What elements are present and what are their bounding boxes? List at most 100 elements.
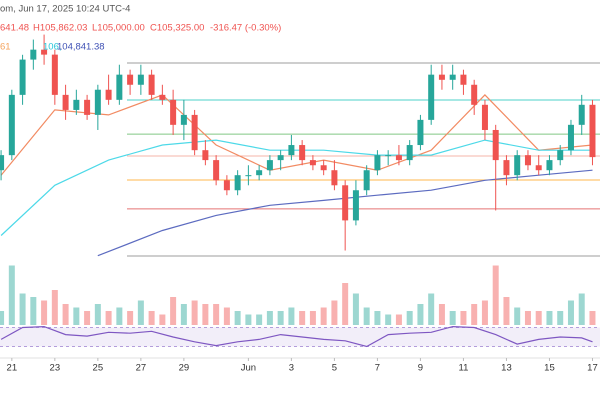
candle-body (460, 74, 467, 85)
candle-body (170, 99, 177, 125)
x-tick-label: 27 (136, 363, 147, 374)
candle-body (41, 49, 48, 55)
candle-body (180, 114, 187, 125)
candle-body (213, 160, 220, 181)
volume-bar (471, 304, 478, 325)
x-tick-label: 15 (544, 363, 555, 374)
candle-body (73, 99, 80, 110)
candle-body (277, 155, 284, 161)
volume-bar (395, 314, 402, 325)
volume-bar (8, 265, 15, 325)
volume-bar (266, 311, 273, 325)
volume-bar (159, 314, 166, 325)
candle-body (148, 74, 155, 95)
x-tick-label: 21 (7, 363, 18, 374)
candle-body (503, 160, 510, 176)
candle-body (524, 155, 531, 166)
candle-body (8, 94, 15, 156)
volume-bar (0, 311, 5, 325)
volume-bar (567, 300, 574, 325)
volume-bar (288, 307, 295, 325)
candle-body (51, 54, 58, 95)
volume-bar (127, 311, 134, 325)
indicator-label: 61 (0, 42, 11, 53)
candle-body (30, 49, 37, 60)
candle-body (352, 190, 359, 221)
candle-body (245, 175, 252, 177)
indicator-label: 106, (43, 42, 62, 53)
candle-body (589, 104, 596, 158)
volume-bar (385, 314, 392, 325)
candle-body (471, 84, 478, 105)
volume-bar (256, 314, 263, 325)
candle-body (385, 155, 392, 157)
volume-bar (213, 304, 220, 325)
volume-bar (223, 307, 230, 325)
ohlc-change: -316.47 (-0.30%) (210, 23, 281, 34)
candle-body (116, 74, 123, 100)
volume-bar (30, 297, 37, 325)
indicator-label: 104,841.38 (57, 42, 105, 53)
volume-bar (417, 304, 424, 325)
header-title: om, Jun 17, 2025 10:24 UTC-4 (0, 4, 130, 15)
candle-body (578, 104, 585, 125)
volume-bar (460, 311, 467, 325)
candle-body (159, 94, 166, 100)
candle-body (546, 160, 553, 171)
volume-bar (94, 304, 101, 325)
volume-bar (191, 300, 198, 325)
x-tick-label: 11 (459, 363, 469, 374)
x-tick-label: 9 (418, 363, 423, 374)
volume-bar (438, 304, 445, 325)
candle-body (417, 119, 424, 146)
volume-bar (19, 293, 26, 325)
volume-bar (524, 311, 531, 325)
volume-bar (309, 311, 316, 325)
volume-bar (481, 300, 488, 325)
volume-bar (137, 300, 144, 325)
volume-bar (234, 311, 241, 325)
candle-body (363, 170, 370, 191)
candle-body (94, 89, 101, 115)
moving-average (97, 169, 593, 257)
x-tick-label: 25 (93, 363, 104, 374)
candle-body (557, 150, 564, 161)
ohlc-high: H105,862.03 (33, 23, 87, 34)
volume-bar (245, 314, 252, 325)
candle-body (62, 94, 69, 110)
volume-bar (202, 304, 209, 325)
candle-body (288, 145, 295, 156)
x-tick-label: 7 (375, 363, 380, 374)
candle-body (395, 155, 402, 161)
volume-bar (557, 311, 564, 325)
candle-body (0, 155, 5, 171)
volume-bar (277, 311, 284, 325)
candle-body (567, 124, 574, 151)
candle-body (309, 160, 316, 166)
candle-body (137, 74, 144, 85)
x-tick-label: 13 (501, 363, 512, 374)
candle-body (127, 74, 134, 85)
volume-bar (578, 293, 585, 325)
volume-bar (105, 311, 112, 325)
candle-body (256, 170, 263, 176)
volume-bar (428, 293, 435, 325)
volume-bar (148, 311, 155, 325)
candle-body (481, 104, 488, 130)
candle-body (202, 150, 209, 161)
volume-bar (116, 307, 123, 325)
candle-body (342, 185, 349, 221)
volume-bar (180, 304, 187, 325)
volume-bar (41, 300, 48, 325)
x-tick-label: 29 (179, 363, 190, 374)
ohlc-open: 641.48 (0, 23, 29, 34)
candle-body (428, 74, 435, 120)
volume-bar (589, 311, 596, 325)
x-tick-label: 3 (289, 363, 294, 374)
candle-body (223, 180, 230, 191)
volume-bar (51, 290, 58, 325)
volume-bar (374, 311, 381, 325)
volume-bar (406, 311, 413, 325)
candle-body (105, 89, 112, 100)
